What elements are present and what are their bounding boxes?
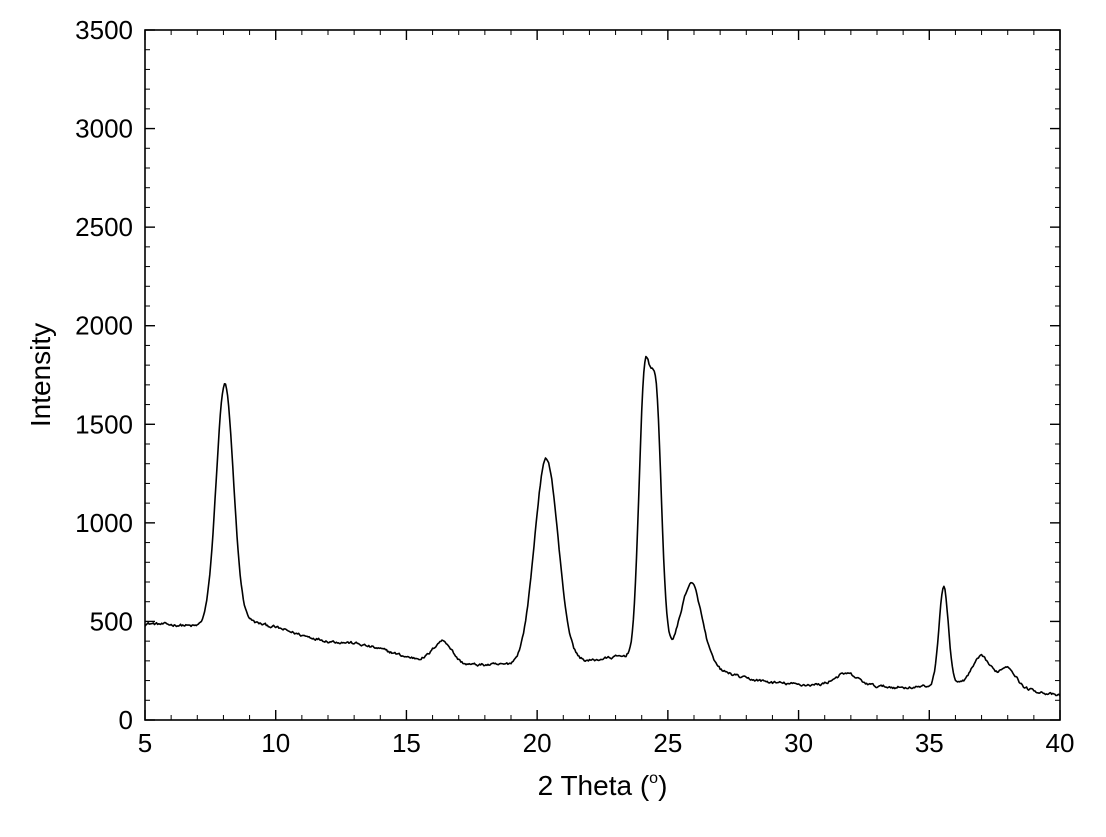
x-axis-label: 2 Theta (o) (538, 770, 668, 801)
y-tick-label: 500 (90, 606, 133, 636)
xrd-chart: 5 10 15 20 25 30 35 40 0 500 1000 1500 2000 2500 3000 3… (0, 0, 1106, 837)
y-tick-label: 1500 (75, 409, 133, 439)
x-tick-label: 20 (523, 728, 552, 758)
y-tick-label: 0 (119, 705, 133, 735)
x-tick-label: 25 (653, 728, 682, 758)
y-tick-label: 3000 (75, 114, 133, 144)
x-tick-label: 10 (261, 728, 290, 758)
x-tick-label: 30 (784, 728, 813, 758)
chart-svg: 5 10 15 20 25 30 35 40 0 500 1000 1500 2000 2500 3000 3… (0, 0, 1106, 837)
xrd-intensity-curve (145, 357, 1060, 697)
x-tick-label: 40 (1046, 728, 1075, 758)
y-tick-label: 3500 (75, 15, 133, 45)
x-tick-label: 15 (392, 728, 421, 758)
y-tick-label: 2000 (75, 311, 133, 341)
y-tick-label: 1000 (75, 508, 133, 538)
y-tick-label: 2500 (75, 212, 133, 242)
x-tick-label: 35 (915, 728, 944, 758)
x-tick-label: 5 (138, 728, 152, 758)
y-axis-label: Intensity (25, 323, 56, 427)
plot-frame (145, 30, 1060, 720)
